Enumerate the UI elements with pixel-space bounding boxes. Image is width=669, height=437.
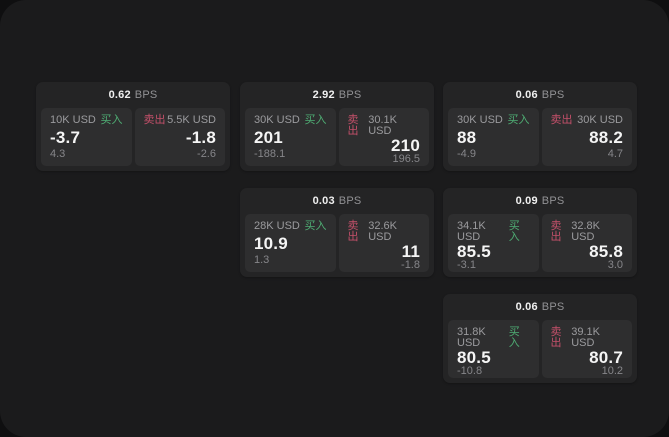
buy-side-label: 买入: [508, 220, 520, 243]
buy-change: 4.3: [50, 148, 66, 160]
bps-value: 2.92: [312, 89, 335, 101]
sell-price: 11: [401, 242, 420, 261]
buy-quote-tile[interactable]: 30K USD 买入 201 -188.1: [245, 108, 336, 166]
sell-amount-label: 30.1K USD: [368, 114, 397, 137]
buy-amount-label: 30K USD: [254, 114, 300, 126]
sell-price: 88.2: [589, 128, 623, 147]
sell-change: -2.6: [197, 148, 216, 160]
bps-unit-label: BPS: [541, 301, 565, 313]
sell-change: -1.8: [401, 259, 420, 271]
buy-change: -3.1: [457, 259, 476, 271]
bps-header: 0.09 BPS: [443, 188, 637, 214]
buy-price: 85.5: [457, 242, 491, 261]
bps-value: 0.03: [312, 195, 335, 207]
buy-price: -3.7: [50, 128, 81, 147]
sell-change: 4.7: [607, 148, 623, 160]
quote-body: 28K USD 买入 10.9 1.3 卖出 32.6K USD 11 -1.8: [240, 214, 434, 272]
buy-quote-tile[interactable]: 31.8K USD 买入 80.5 -10.8: [448, 320, 539, 378]
quote-card: 0.03 BPS 28K USD 买入 10.9 1.3 卖出 32.6K US…: [240, 188, 434, 277]
quote-card: 0.09 BPS 34.1K USD 买入 85.5 -3.1 卖出 32.8K…: [443, 188, 637, 277]
sell-change: 3.0: [607, 259, 623, 271]
buy-amount-label: 10K USD: [50, 114, 96, 126]
quote-body: 30K USD 买入 88 -4.9 卖出 30K USD 88.2 4.7: [443, 108, 637, 166]
buy-side-label: 买入: [507, 114, 530, 126]
buy-quote-tile[interactable]: 10K USD 买入 -3.7 4.3: [41, 108, 132, 166]
bps-unit-label: BPS: [338, 89, 362, 101]
quote-body: 30K USD 买入 201 -188.1 卖出 30.1K USD 210 1…: [240, 108, 434, 166]
sell-quote-tile[interactable]: 卖出 32.8K USD 85.8 3.0: [541, 214, 632, 272]
sell-amount-label: 30K USD: [577, 114, 623, 126]
bps-value: 0.06: [515, 301, 538, 313]
buy-amount-label: 34.1K USD: [457, 220, 486, 243]
buy-amount-label: 30K USD: [457, 114, 503, 126]
buy-change: -10.8: [457, 365, 483, 377]
buy-amount-label: 31.8K USD: [457, 326, 486, 349]
bps-header: 0.62 BPS: [36, 82, 230, 108]
sell-price: 85.8: [589, 242, 623, 261]
quote-card: 0.06 BPS 31.8K USD 买入 80.5 -10.8 卖出 39.1…: [443, 294, 637, 383]
sell-side-label: 卖出: [347, 220, 359, 243]
buy-change: -188.1: [254, 148, 286, 160]
quote-body: 31.8K USD 买入 80.5 -10.8 卖出 39.1K USD 80.…: [443, 320, 637, 378]
buy-price: 80.5: [457, 348, 491, 367]
buy-amount-label: 28K USD: [254, 220, 300, 232]
sell-side-label: 卖出: [550, 114, 573, 126]
sell-amount-label: 5.5K USD: [167, 114, 216, 126]
bps-header: 0.06 BPS: [443, 294, 637, 320]
bps-unit-label: BPS: [541, 89, 565, 101]
bps-value: 0.09: [515, 195, 538, 207]
quote-card: 2.92 BPS 30K USD 买入 201 -188.1 卖出 30.1K …: [240, 82, 434, 171]
quote-body: 10K USD 买入 -3.7 4.3 卖出 5.5K USD -1.8 -2.…: [36, 108, 230, 166]
bps-unit-label: BPS: [541, 195, 565, 207]
sell-side-label: 卖出: [550, 220, 562, 243]
sell-change: 10.2: [601, 365, 623, 377]
bps-unit-label: BPS: [134, 89, 158, 101]
buy-change: 1.3: [254, 254, 270, 266]
bps-header: 0.03 BPS: [240, 188, 434, 214]
bps-value: 0.62: [108, 89, 131, 101]
sell-quote-tile[interactable]: 卖出 32.6K USD 11 -1.8: [338, 214, 429, 272]
sell-amount-label: 39.1K USD: [571, 326, 600, 349]
buy-quote-tile[interactable]: 30K USD 买入 88 -4.9: [448, 108, 539, 166]
buy-price: 10.9: [254, 234, 288, 253]
quote-body: 34.1K USD 买入 85.5 -3.1 卖出 32.8K USD 85.8…: [443, 214, 637, 272]
sell-side-label: 卖出: [550, 326, 562, 349]
sell-quote-tile[interactable]: 卖出 39.1K USD 80.7 10.2: [541, 320, 632, 378]
buy-side-label: 买入: [100, 114, 123, 126]
quote-card: 0.62 BPS 10K USD 买入 -3.7 4.3 卖出 5.5K USD: [36, 82, 230, 171]
bps-unit-label: BPS: [338, 195, 362, 207]
buy-side-label: 买入: [304, 114, 327, 126]
sell-side-label: 卖出: [347, 114, 359, 137]
sell-quote-tile[interactable]: 卖出 5.5K USD -1.8 -2.6: [134, 108, 225, 166]
sell-quote-tile[interactable]: 卖出 30K USD 88.2 4.7: [541, 108, 632, 166]
buy-price: 201: [254, 128, 283, 147]
sell-change: 196.5: [392, 153, 420, 165]
sell-amount-label: 32.8K USD: [571, 220, 600, 243]
buy-price: 88: [457, 128, 477, 147]
buy-side-label: 买入: [508, 326, 520, 349]
buy-quote-tile[interactable]: 28K USD 买入 10.9 1.3: [245, 214, 336, 272]
bps-value: 0.06: [515, 89, 538, 101]
sell-price: 80.7: [589, 348, 623, 367]
sell-amount-label: 32.6K USD: [368, 220, 397, 243]
bps-header: 0.06 BPS: [443, 82, 637, 108]
sell-side-label: 卖出: [143, 114, 166, 126]
sell-quote-tile[interactable]: 卖出 30.1K USD 210 196.5: [338, 108, 429, 166]
quote-card: 0.06 BPS 30K USD 买入 88 -4.9 卖出 30K USD: [443, 82, 637, 171]
sell-price: -1.8: [185, 128, 216, 147]
buy-side-label: 买入: [304, 220, 327, 232]
sell-price: 210: [391, 136, 420, 155]
buy-change: -4.9: [457, 148, 476, 160]
bps-header: 2.92 BPS: [240, 82, 434, 108]
buy-quote-tile[interactable]: 34.1K USD 买入 85.5 -3.1: [448, 214, 539, 272]
